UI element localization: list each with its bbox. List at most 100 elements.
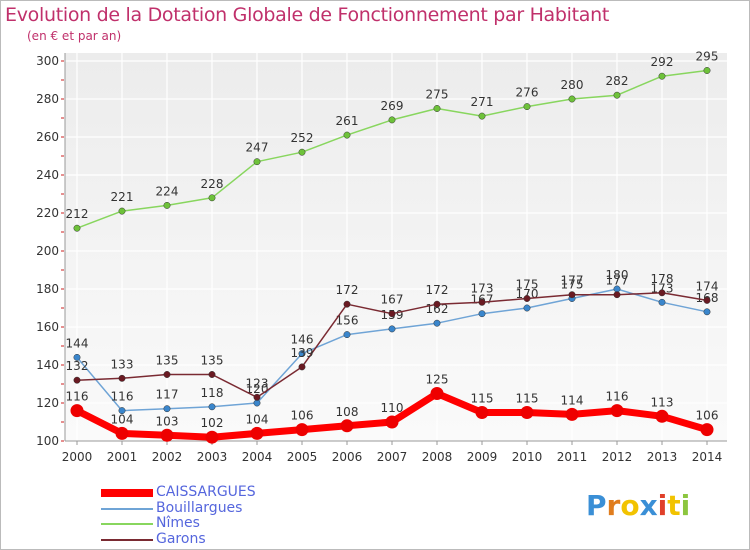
- data-label-n-mes: 282: [606, 74, 629, 88]
- x-tick-label: 2002: [152, 450, 183, 464]
- data-point-bouillargues: [118, 407, 126, 415]
- data-point-caissargues: [655, 409, 669, 423]
- data-label-caissargues: 113: [651, 395, 674, 409]
- legend-swatch-bouillargues: [101, 507, 153, 510]
- data-point-bouillargues: [388, 325, 396, 333]
- data-point-garons: [568, 291, 576, 299]
- x-tick-label: 2012: [602, 450, 633, 464]
- y-tick-label: 120: [36, 396, 59, 410]
- x-tick-label: 2009: [467, 450, 498, 464]
- data-point-bouillargues: [658, 298, 666, 306]
- data-point-garons: [613, 291, 621, 299]
- data-point-garons: [343, 300, 351, 308]
- data-label-garons: 174: [696, 279, 719, 293]
- x-tick-label: 2003: [197, 450, 228, 464]
- data-label-garons: 133: [111, 357, 134, 371]
- data-label-n-mes: 271: [471, 95, 494, 109]
- logo-letter: P: [586, 489, 607, 522]
- data-point-caissargues: [115, 426, 129, 440]
- y-tick-label: 100: [36, 434, 59, 448]
- data-label-garons: 123: [246, 376, 269, 390]
- data-point-bouillargues: [523, 304, 531, 312]
- data-point-bouillargues: [343, 331, 351, 339]
- proxiti-logo: Proxiti: [586, 489, 690, 522]
- data-label-caissargues: 115: [516, 392, 539, 406]
- data-point-n-mes: [658, 72, 666, 80]
- data-point-caissargues: [385, 415, 399, 429]
- data-point-caissargues: [340, 419, 354, 433]
- data-label-garons: 135: [201, 354, 224, 368]
- data-point-caissargues: [610, 404, 624, 418]
- data-label-bouillargues: 116: [111, 390, 134, 404]
- data-label-caissargues: 114: [561, 393, 584, 407]
- data-point-garons: [298, 363, 306, 371]
- chart-subtitle: (en € et par an): [27, 29, 122, 43]
- data-point-bouillargues: [208, 403, 216, 411]
- data-point-n-mes: [118, 207, 126, 215]
- y-tick-label: 140: [36, 358, 59, 372]
- data-point-caissargues: [700, 423, 714, 437]
- data-label-bouillargues: 146: [291, 333, 314, 347]
- data-label-n-mes: 247: [246, 141, 269, 155]
- data-point-n-mes: [163, 201, 171, 209]
- legend-label-garons: Garons: [156, 530, 206, 547]
- data-point-garons: [703, 296, 711, 304]
- legend-label-n-mes: Nîmes: [156, 515, 200, 531]
- data-label-caissargues: 116: [606, 390, 629, 404]
- data-label-n-mes: 292: [651, 55, 674, 69]
- data-point-caissargues: [205, 430, 219, 444]
- data-point-caissargues: [70, 404, 84, 418]
- data-point-n-mes: [478, 112, 486, 120]
- y-tick-label: 180: [36, 282, 59, 296]
- data-point-bouillargues: [163, 405, 171, 413]
- data-label-garons: 172: [426, 283, 449, 297]
- data-label-n-mes: 269: [381, 99, 404, 113]
- logo-letter: r: [606, 489, 621, 522]
- data-point-garons: [253, 393, 261, 401]
- data-point-garons: [478, 298, 486, 306]
- data-point-n-mes: [253, 158, 261, 166]
- data-point-caissargues: [430, 387, 444, 400]
- data-point-n-mes: [523, 103, 531, 111]
- data-point-caissargues: [160, 428, 174, 442]
- x-tick-label: 2010: [512, 450, 543, 464]
- data-point-bouillargues: [298, 350, 306, 358]
- data-label-n-mes: 275: [426, 88, 449, 102]
- data-label-caissargues: 103: [156, 414, 179, 428]
- data-label-n-mes: 261: [336, 114, 359, 128]
- y-tick-label: 220: [36, 206, 59, 220]
- x-tick-label: 2014: [692, 450, 723, 464]
- data-label-caissargues: 106: [291, 409, 314, 423]
- x-tick-label: 2008: [422, 450, 453, 464]
- x-tick-label: 2004: [242, 450, 273, 464]
- data-point-caissargues: [475, 406, 489, 419]
- data-label-bouillargues: 118: [201, 386, 224, 400]
- data-label-n-mes: 221: [111, 190, 134, 204]
- data-label-bouillargues: 180: [606, 268, 629, 282]
- y-tick-label: 260: [36, 130, 59, 144]
- data-point-n-mes: [73, 224, 81, 232]
- data-label-n-mes: 228: [201, 177, 224, 191]
- x-tick-label: 2005: [287, 450, 318, 464]
- data-label-garons: 172: [336, 283, 359, 297]
- logo-letter: x: [639, 489, 658, 522]
- data-point-n-mes: [343, 131, 351, 139]
- chart-title: Evolution de la Dotation Globale de Fonc…: [5, 4, 610, 26]
- data-point-garons: [208, 371, 216, 378]
- x-tick-label: 2013: [647, 450, 678, 464]
- legend-swatch-caissargues: [101, 489, 153, 497]
- data-label-bouillargues: 156: [336, 314, 359, 328]
- data-point-n-mes: [208, 194, 216, 202]
- data-point-garons: [523, 295, 531, 302]
- data-point-garons: [163, 371, 171, 378]
- y-tick-label: 160: [36, 320, 59, 334]
- logo-letter: o: [620, 489, 640, 522]
- data-point-n-mes: [613, 91, 621, 99]
- data-label-caissargues: 116: [66, 390, 89, 404]
- data-point-n-mes: [703, 67, 711, 74]
- data-label-garons: 167: [381, 293, 404, 307]
- legend-label-bouillargues: Bouillargues: [156, 499, 243, 516]
- data-point-garons: [658, 289, 666, 297]
